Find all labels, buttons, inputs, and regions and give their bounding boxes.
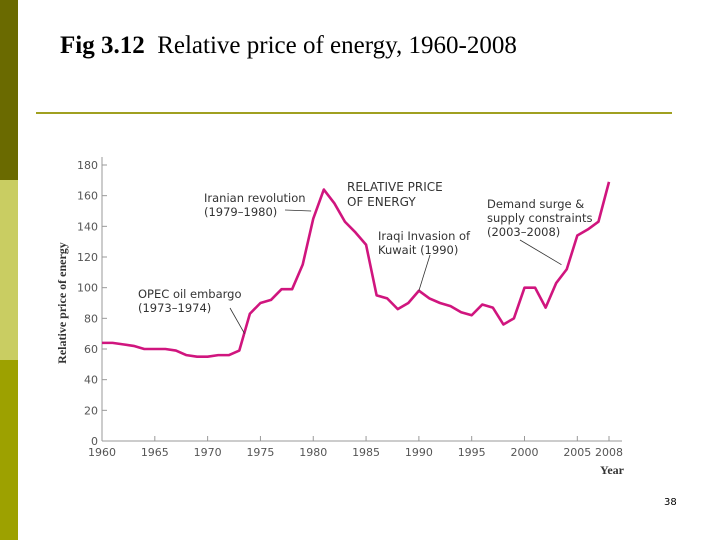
annotation-text: (2003–2008) bbox=[487, 225, 560, 239]
decor-stripe-bottom bbox=[0, 360, 18, 540]
figure-caption: Relative price of energy, 1960-2008 bbox=[157, 32, 517, 59]
x-tick-label: 1970 bbox=[194, 446, 222, 459]
annotation-leader bbox=[418, 254, 431, 291]
x-tick-label: 1990 bbox=[405, 446, 433, 459]
annotation-text: supply constraints bbox=[487, 211, 592, 225]
y-tick-label: 0 bbox=[91, 435, 98, 448]
annotation-text: Iraqi Invasion of bbox=[378, 229, 471, 243]
annotation-text: (1979–1980) bbox=[204, 205, 277, 219]
y-tick-label: 60 bbox=[84, 343, 98, 356]
decor-stripe-middle bbox=[0, 180, 18, 360]
y-axis-label: Relative price of energy bbox=[55, 242, 69, 364]
x-tick-label: 1980 bbox=[299, 446, 327, 459]
decor-stripe-top bbox=[0, 0, 18, 180]
y-tick-label: 20 bbox=[84, 404, 98, 417]
x-axis-label: Year bbox=[600, 463, 625, 477]
annotation-text: OPEC oil embargo bbox=[138, 287, 242, 301]
series-label: RELATIVE PRICE bbox=[347, 180, 443, 194]
x-tick-label: 2000 bbox=[511, 446, 539, 459]
annotation-text: Kuwait (1990) bbox=[378, 243, 458, 257]
x-tick-label: 2005 bbox=[563, 446, 591, 459]
figure-number: Fig 3.12 bbox=[60, 32, 145, 59]
annotation-leader bbox=[229, 307, 245, 334]
annotation-text: Demand surge & bbox=[487, 197, 584, 211]
x-tick-label: 1995 bbox=[458, 446, 486, 459]
slide-title: Fig 3.12 Relative price of energy, 1960-… bbox=[60, 32, 517, 60]
page-number: 38 bbox=[664, 497, 677, 508]
y-tick-label: 100 bbox=[77, 282, 98, 295]
annotation-text: (1973–1974) bbox=[138, 301, 211, 315]
series-label: OF ENERGY bbox=[347, 195, 416, 209]
y-tick-label: 140 bbox=[77, 220, 98, 233]
y-tick-label: 160 bbox=[77, 190, 98, 203]
annotation-leader bbox=[519, 239, 562, 266]
y-tick-label: 180 bbox=[77, 159, 98, 172]
x-tick-label: 1975 bbox=[246, 446, 274, 459]
x-tick-label: 2008 bbox=[595, 446, 623, 459]
annotation-text: Iranian revolution bbox=[204, 191, 306, 205]
series-line bbox=[102, 181, 611, 358]
x-tick-label: 1965 bbox=[141, 446, 169, 459]
title-divider bbox=[36, 112, 672, 114]
y-tick-label: 120 bbox=[77, 251, 98, 264]
x-tick-label: 1960 bbox=[88, 446, 116, 459]
x-tick-label: 1985 bbox=[352, 446, 380, 459]
y-tick-label: 40 bbox=[84, 374, 98, 387]
annotation-leader bbox=[284, 209, 312, 212]
y-tick-label: 80 bbox=[84, 312, 98, 325]
